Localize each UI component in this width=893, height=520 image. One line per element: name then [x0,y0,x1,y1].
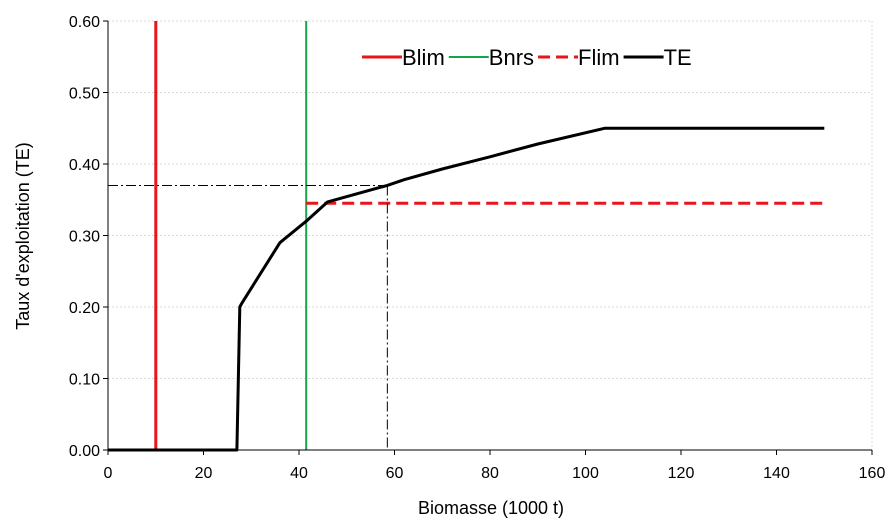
x-tick-label-2: 40 [290,465,308,482]
y-tick-label-4: 0.40 [69,157,100,174]
y-tick-label-6: 0.60 [69,14,100,31]
x-axis-title: Biomasse (1000 t) [418,498,564,518]
x-tick-label-4: 80 [481,465,499,482]
legend-label-bnrs: Bnrs [489,45,534,70]
y-tick-label-2: 0.20 [69,300,100,317]
y-tick-label-3: 0.30 [69,229,100,246]
y-tick-label-5: 0.50 [69,86,100,103]
y-tick-label-0: 0.00 [69,443,100,460]
legend: Blim Bnrs Flim TE [362,45,692,70]
x-tick-label-6: 120 [668,465,695,482]
legend-label-flim: Flim [578,45,620,70]
annotation-layer [108,184,388,450]
legend-label-blim: Blim [402,45,445,70]
series-layer [108,21,825,452]
x-tick-label-8: 160 [859,465,886,482]
grid-layer [108,20,873,450]
y-axis-title: Taux d'exploitation (TE) [13,142,33,330]
x-tick-label-5: 100 [572,465,599,482]
axes-layer: 0.00 0.10 0.20 0.30 0.40 0.50 0.60 0 20 40 60 80 100… [69,14,886,482]
x-tick-label-0: 0 [104,465,113,482]
x-tick-label-1: 20 [195,465,213,482]
x-tick-label-7: 140 [763,465,790,482]
y-tick-label-1: 0.10 [69,372,100,389]
x-tick-label-3: 60 [386,465,404,482]
legend-label-te: TE [664,45,692,70]
series-line-te [108,126,825,452]
